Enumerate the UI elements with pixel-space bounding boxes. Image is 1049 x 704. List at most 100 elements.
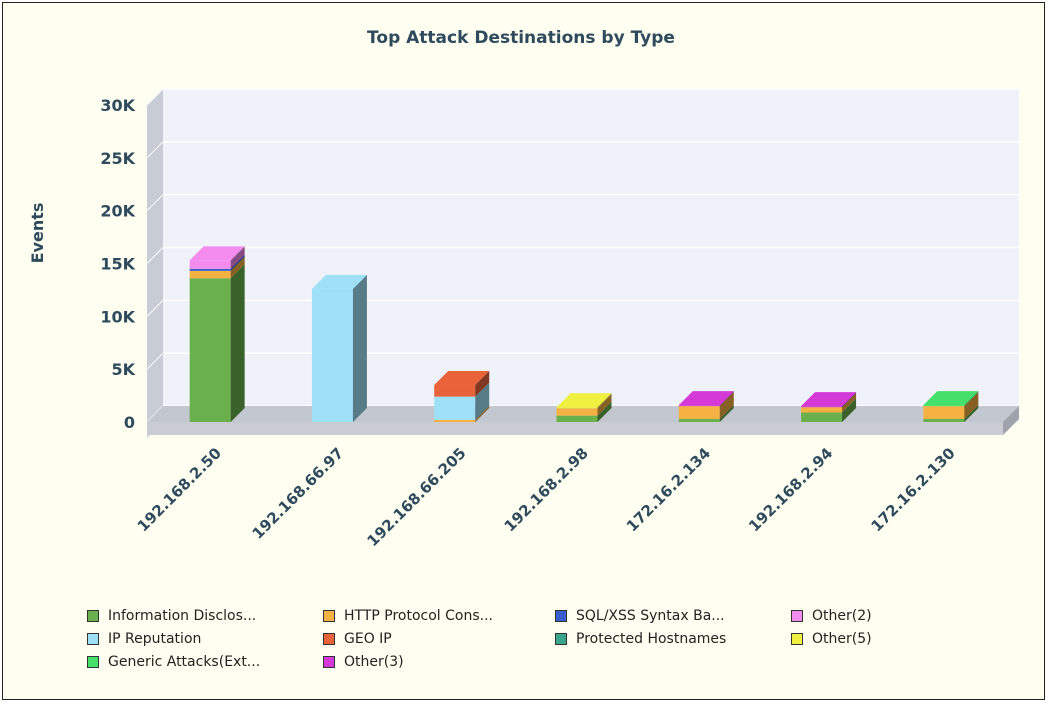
gridline-side: [146, 141, 164, 159]
bar-segment: [801, 412, 843, 422]
bar-segment: [189, 278, 231, 422]
legend-label: IP Reputation: [108, 631, 202, 647]
bar-segment-side: [842, 398, 857, 422]
gridline-side: [146, 247, 164, 264]
x-tick-label: 172.16.2.130: [867, 444, 958, 535]
legend-swatch: [323, 610, 335, 622]
legend-swatch: [791, 633, 803, 645]
bar-segment: [801, 407, 843, 413]
legend-swatch: [791, 610, 803, 622]
plot-area: 0 5K 10K 15K 20K 25K 30K 192.168.2.50 192.168.66…: [100, 88, 1019, 550]
legend-swatch: [87, 610, 99, 622]
legend-item: HTTP Protocol Cons...: [323, 607, 555, 625]
y-tick-label: 5K: [111, 360, 135, 379]
bar-segment: [801, 406, 843, 408]
x-tick-label: 172.16.2.134: [623, 444, 714, 535]
legend-item: Other(3): [323, 653, 555, 671]
bar-segment: [678, 418, 720, 422]
bar-segment-side: [230, 256, 245, 279]
bar-segment: [923, 418, 965, 422]
y-axis-title: Events: [28, 203, 47, 264]
legend-swatch: [555, 610, 567, 622]
bar-top: [801, 392, 857, 407]
x-tick-label: 192.168.2.98: [501, 444, 592, 535]
bar-segment: [556, 407, 598, 409]
gridline-side: [146, 88, 164, 106]
bar-top: [434, 371, 490, 386]
bar-segment: [189, 260, 231, 269]
bar-segment: [678, 405, 720, 407]
legend-item: Information Disclos...: [87, 607, 323, 625]
legend-item: IP Reputation: [87, 630, 323, 648]
legend-label: GEO IP: [344, 631, 392, 647]
bar-segment: [434, 385, 476, 397]
bar-segment-side: [719, 404, 734, 422]
legend-swatch: [323, 656, 335, 668]
legend-label: HTTP Protocol Cons...: [344, 608, 494, 624]
legend-swatch: [323, 633, 335, 645]
bar-segment: [189, 270, 231, 279]
bar-segment: [923, 406, 965, 419]
legend-swatch: [87, 633, 99, 645]
bar-segment-side: [230, 246, 245, 269]
legend-swatch: [87, 656, 99, 668]
x-tick-label: 192.168.2.50: [134, 444, 225, 535]
bar-top: [923, 391, 979, 406]
bar-top: [678, 391, 734, 406]
gridline-side: [146, 194, 164, 212]
bar-segment: [189, 268, 231, 271]
x-tick-label: 192.168.2.94: [745, 444, 836, 535]
bar-segment-side: [230, 254, 245, 271]
bar-segment-side: [475, 382, 490, 420]
bar-segment-side: [597, 393, 612, 409]
bar-segment-side: [719, 391, 734, 407]
y-tick-label: 30K: [100, 96, 135, 115]
plot-back-wall: [163, 89, 1019, 422]
legend-label: SQL/XSS Syntax Ba...: [576, 608, 725, 624]
legend-swatch: [555, 633, 567, 645]
y-tick-label: 0: [124, 413, 135, 432]
legend-label: Information Disclos...: [108, 608, 257, 624]
bar-segment-side: [597, 394, 612, 416]
y-tick-label: 10K: [100, 307, 135, 326]
x-tick-label: 192.168.66.97: [249, 444, 348, 543]
bar-segment: [556, 408, 598, 416]
bar-segment-side: [964, 391, 979, 407]
legend-label: Protected Hostnames: [576, 631, 727, 647]
bar-top: [189, 246, 245, 261]
bar-segment-side: [352, 274, 367, 422]
chart-svg: Top Attack Destinations by Type Events 0…: [28, 28, 1019, 550]
bar-top: [556, 393, 612, 408]
gridline-side: [146, 352, 164, 370]
legend-label: Other(5): [812, 631, 872, 647]
plot-side-wall: [147, 89, 163, 438]
legend-label: Generic Attacks(Ext...: [108, 654, 261, 670]
bar-segment-side: [597, 401, 612, 422]
bar-segment: [311, 288, 353, 422]
bar-top: [311, 274, 367, 289]
legend-item: GEO IP: [323, 630, 555, 648]
plot-floor-front: [147, 422, 1003, 435]
y-tick-label: 20K: [100, 202, 135, 221]
legend-label: Other(2): [812, 608, 872, 624]
bar-segment: [678, 406, 720, 419]
gridline-side: [146, 299, 164, 317]
legend-item: Protected Hostnames: [555, 630, 791, 648]
legend: Information Disclos... HTTP Protocol Cons…: [87, 607, 951, 671]
plot-floor-side: [1003, 406, 1019, 435]
bar-segment-side: [842, 393, 857, 413]
bar-segment: [923, 405, 965, 407]
bar-segment: [556, 415, 598, 422]
bar-segment-side: [842, 392, 857, 408]
bar-segment-side: [475, 371, 490, 397]
legend-item: SQL/XSS Syntax Ba...: [555, 607, 791, 625]
bar-segment: [434, 396, 476, 420]
x-tick-label: 192.168.66.205: [364, 444, 470, 550]
bar-segment-side: [475, 405, 490, 422]
bar-segment-side: [719, 392, 734, 419]
bar-segment-side: [964, 404, 979, 422]
bar-segment-side: [964, 392, 979, 419]
bar-segment: [434, 419, 476, 422]
legend-label: Other(3): [344, 654, 404, 670]
